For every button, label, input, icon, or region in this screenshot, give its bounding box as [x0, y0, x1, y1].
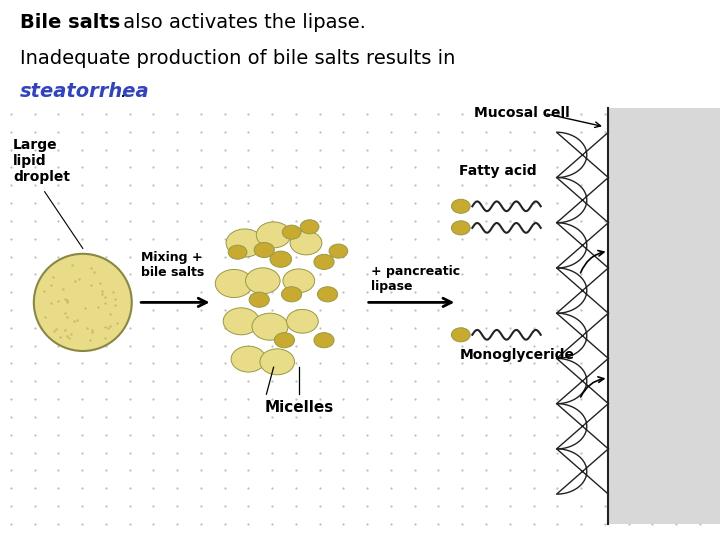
Circle shape: [314, 254, 334, 269]
Circle shape: [300, 220, 319, 234]
Circle shape: [287, 309, 318, 333]
Text: Monoglyceride: Monoglyceride: [459, 348, 575, 362]
Circle shape: [228, 245, 247, 259]
Text: steatorrhea: steatorrhea: [20, 82, 150, 101]
Circle shape: [226, 229, 264, 257]
Text: Large
lipid
droplet: Large lipid droplet: [13, 138, 70, 184]
Circle shape: [246, 268, 280, 294]
Circle shape: [282, 225, 301, 239]
Circle shape: [290, 231, 322, 255]
Polygon shape: [557, 449, 608, 494]
Circle shape: [270, 251, 292, 267]
Circle shape: [283, 269, 315, 293]
Circle shape: [451, 199, 470, 213]
Circle shape: [329, 244, 348, 258]
FancyBboxPatch shape: [608, 108, 720, 524]
Circle shape: [282, 287, 302, 302]
Text: Inadequate production of bile salts results in: Inadequate production of bile salts resu…: [20, 49, 456, 68]
Circle shape: [256, 222, 291, 248]
Circle shape: [249, 292, 269, 307]
Text: also activates the lipase.: also activates the lipase.: [117, 14, 366, 32]
Circle shape: [318, 287, 338, 302]
Polygon shape: [557, 132, 608, 178]
Text: Micelles: Micelles: [264, 400, 333, 415]
Circle shape: [451, 328, 470, 342]
Polygon shape: [557, 178, 608, 223]
Circle shape: [260, 349, 294, 375]
Circle shape: [314, 333, 334, 348]
Polygon shape: [557, 359, 608, 404]
Circle shape: [231, 346, 266, 372]
Ellipse shape: [34, 254, 132, 351]
Text: + pancreatic
lipase: + pancreatic lipase: [371, 265, 460, 293]
Text: Bile salts: Bile salts: [20, 14, 120, 32]
Circle shape: [451, 221, 470, 235]
Polygon shape: [557, 268, 608, 313]
Text: .: .: [120, 82, 126, 101]
Circle shape: [254, 242, 274, 258]
Polygon shape: [557, 222, 608, 268]
Polygon shape: [557, 403, 608, 449]
Text: Mucosal cell: Mucosal cell: [474, 106, 570, 120]
Circle shape: [274, 333, 294, 348]
Circle shape: [215, 269, 253, 298]
Polygon shape: [557, 313, 608, 359]
Circle shape: [223, 308, 259, 335]
Circle shape: [252, 313, 288, 340]
Text: Mixing +
bile salts: Mixing + bile salts: [141, 251, 204, 279]
Text: Fatty acid: Fatty acid: [459, 164, 537, 178]
